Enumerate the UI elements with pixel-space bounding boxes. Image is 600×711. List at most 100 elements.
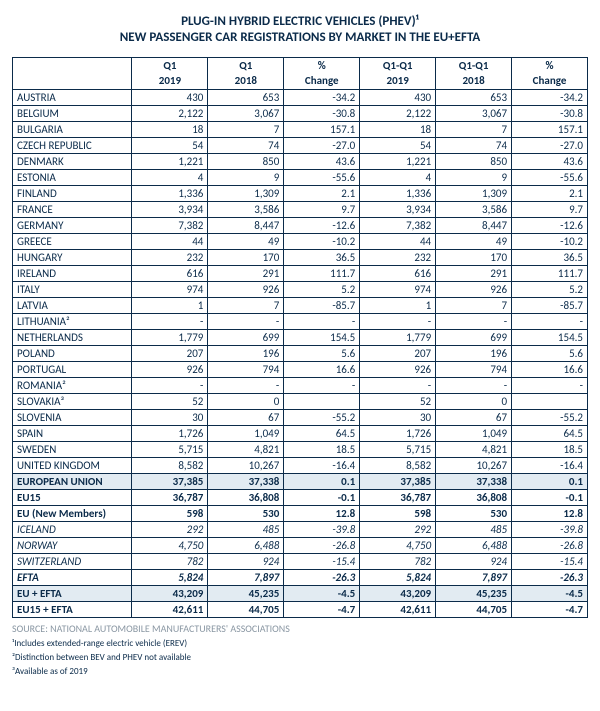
row-value: 699 (436, 329, 512, 345)
row-value: 926 (208, 281, 284, 297)
table-row: SWEDEN5,7154,82118.55,7154,82118.5 (13, 441, 588, 457)
row-value: 52 (132, 393, 208, 409)
row-value: 3,067 (208, 105, 284, 121)
row-label: BULGARIA (13, 121, 132, 137)
table-row: DENMARK1,22185043.61,22185043.6 (13, 153, 588, 169)
row-value: - (436, 377, 512, 393)
row-value: -12.6 (512, 217, 588, 233)
row-value: 5,824 (132, 569, 208, 585)
row-value: -39.8 (284, 521, 360, 537)
table-row: PORTUGAL92679416.692679416.6 (13, 361, 588, 377)
row-value: 37,338 (436, 473, 512, 489)
row-label: EFTA (13, 569, 132, 585)
row-value: 9.7 (512, 201, 588, 217)
row-value: 111.7 (284, 265, 360, 281)
row-label: LATVIA (13, 297, 132, 313)
row-value: -4.7 (284, 601, 360, 617)
row-value: 1,336 (132, 185, 208, 201)
row-value: 6,488 (208, 537, 284, 553)
row-value: 36.5 (284, 249, 360, 265)
row-value: 9 (208, 169, 284, 185)
row-value: 4 (360, 169, 436, 185)
table-body: AUSTRIA430653-34.2430653-34.2BELGIUM2,12… (13, 89, 588, 617)
table-row: ESTONIA49-55.649-55.6 (13, 169, 588, 185)
row-value: -0.1 (284, 489, 360, 505)
row-value: 5.6 (284, 345, 360, 361)
row-value: 12.8 (512, 505, 588, 521)
row-value: 111.7 (512, 265, 588, 281)
row-value: 4 (132, 169, 208, 185)
row-label: IRELAND (13, 265, 132, 281)
row-value: - (208, 313, 284, 329)
row-value: 1,049 (436, 425, 512, 441)
row-value: 2,122 (132, 105, 208, 121)
row-value: 12.8 (284, 505, 360, 521)
row-value: 7,897 (436, 569, 512, 585)
row-value: 44,705 (436, 601, 512, 617)
row-value: - (284, 377, 360, 393)
row-value: 974 (132, 281, 208, 297)
row-value: 170 (436, 249, 512, 265)
row-value: -4.5 (284, 585, 360, 601)
row-label: LITHUANIA² (13, 313, 132, 329)
table-row: NETHERLANDS1,779699154.51,779699154.5 (13, 329, 588, 345)
row-label: EU15 + EFTA (13, 601, 132, 617)
row-value: 5.6 (512, 345, 588, 361)
row-value: -55.2 (284, 409, 360, 425)
row-value: 0 (208, 393, 284, 409)
row-value: 232 (360, 249, 436, 265)
row-value: 16.6 (284, 361, 360, 377)
row-label: ROMANIA² (13, 377, 132, 393)
row-value: -10.2 (512, 233, 588, 249)
row-label: EU + EFTA (13, 585, 132, 601)
page-title: PLUG-IN HYBRID ELECTRIC VEHICLES (PHEV)¹… (12, 14, 588, 47)
row-value: 9.7 (284, 201, 360, 217)
header-q1-2018b: 2018 (208, 73, 284, 89)
row-label: EU15 (13, 489, 132, 505)
row-value: - (284, 313, 360, 329)
row-value: 292 (132, 521, 208, 537)
header-pct2-a: % (512, 57, 588, 73)
row-value: 7,382 (132, 217, 208, 233)
row-value: 3,934 (360, 201, 436, 217)
row-value: 5,715 (360, 441, 436, 457)
row-value: 4,750 (360, 537, 436, 553)
table-row: EU (New Members)59853012.859853012.8 (13, 505, 588, 521)
row-value: 6,488 (436, 537, 512, 553)
row-value: 74 (436, 137, 512, 153)
row-value: -30.8 (284, 105, 360, 121)
row-value: 37,385 (360, 473, 436, 489)
table-row: EU1536,78736,808-0.136,78736,808-0.1 (13, 489, 588, 505)
row-value: 44 (132, 233, 208, 249)
row-value: 18.5 (284, 441, 360, 457)
row-label: NORWAY (13, 537, 132, 553)
row-value: 52 (360, 393, 436, 409)
row-value: 926 (132, 361, 208, 377)
row-label: SWEDEN (13, 441, 132, 457)
table-row: NORWAY4,7506,488-26.84,7506,488-26.8 (13, 537, 588, 553)
row-value: 1 (132, 297, 208, 313)
row-value: 43.6 (512, 153, 588, 169)
row-value: 45,235 (208, 585, 284, 601)
table-row: FINLAND1,3361,3092.11,3361,3092.1 (13, 185, 588, 201)
row-value: 653 (436, 89, 512, 105)
row-value: 782 (360, 553, 436, 569)
row-value: 154.5 (284, 329, 360, 345)
row-value: -0.1 (512, 489, 588, 505)
row-value: -26.8 (512, 537, 588, 553)
row-label: AUSTRIA (13, 89, 132, 105)
footnote-3: ³Available as of 2019 (12, 666, 588, 677)
row-value: 4,750 (132, 537, 208, 553)
row-value: 44,705 (208, 601, 284, 617)
row-value: 49 (436, 233, 512, 249)
row-value: 530 (208, 505, 284, 521)
row-value: 0 (436, 393, 512, 409)
row-value: -16.4 (512, 457, 588, 473)
table-row: ITALY9749265.29749265.2 (13, 281, 588, 297)
row-value: 36,787 (360, 489, 436, 505)
row-value: -16.4 (284, 457, 360, 473)
table-row: BELGIUM2,1223,067-30.82,1223,067-30.8 (13, 105, 588, 121)
title-line-1: PLUG-IN HYBRID ELECTRIC VEHICLES (PHEV)¹ (181, 14, 419, 29)
row-label: HUNGARY (13, 249, 132, 265)
row-value: 232 (132, 249, 208, 265)
